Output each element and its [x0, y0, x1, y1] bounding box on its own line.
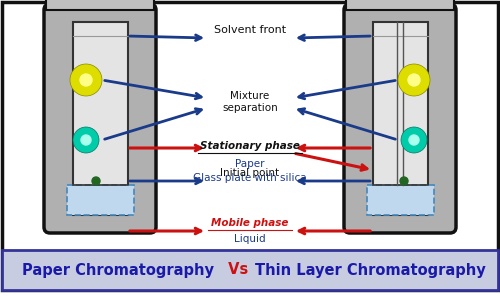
Bar — [2, 250, 498, 290]
Text: Glass plate with silica: Glass plate with silica — [193, 173, 307, 183]
Text: Vs: Vs — [223, 263, 253, 278]
Circle shape — [401, 127, 427, 153]
Circle shape — [408, 74, 420, 86]
FancyBboxPatch shape — [344, 4, 456, 233]
Text: Paper: Paper — [236, 159, 265, 169]
Text: Thin Layer Chromatography: Thin Layer Chromatography — [254, 263, 486, 278]
Circle shape — [73, 127, 99, 153]
Text: Initial point: Initial point — [220, 168, 280, 178]
Text: Liquid: Liquid — [234, 234, 266, 244]
Bar — [366, 185, 434, 215]
Bar — [46, 0, 154, 10]
Bar — [72, 22, 128, 215]
Circle shape — [400, 177, 408, 185]
Bar — [372, 22, 428, 215]
Bar — [346, 0, 454, 10]
Text: Solvent front: Solvent front — [214, 25, 286, 35]
FancyBboxPatch shape — [44, 4, 156, 233]
Circle shape — [409, 135, 419, 145]
Circle shape — [398, 64, 430, 96]
Circle shape — [81, 135, 91, 145]
Text: Mobile phase: Mobile phase — [212, 218, 288, 228]
Bar — [66, 185, 134, 215]
Circle shape — [92, 177, 100, 185]
Text: Mixture
separation: Mixture separation — [222, 91, 278, 113]
Text: Stationary phase: Stationary phase — [200, 141, 300, 151]
Circle shape — [80, 74, 92, 86]
Circle shape — [70, 64, 102, 96]
Text: Paper Chromatography: Paper Chromatography — [22, 263, 214, 278]
